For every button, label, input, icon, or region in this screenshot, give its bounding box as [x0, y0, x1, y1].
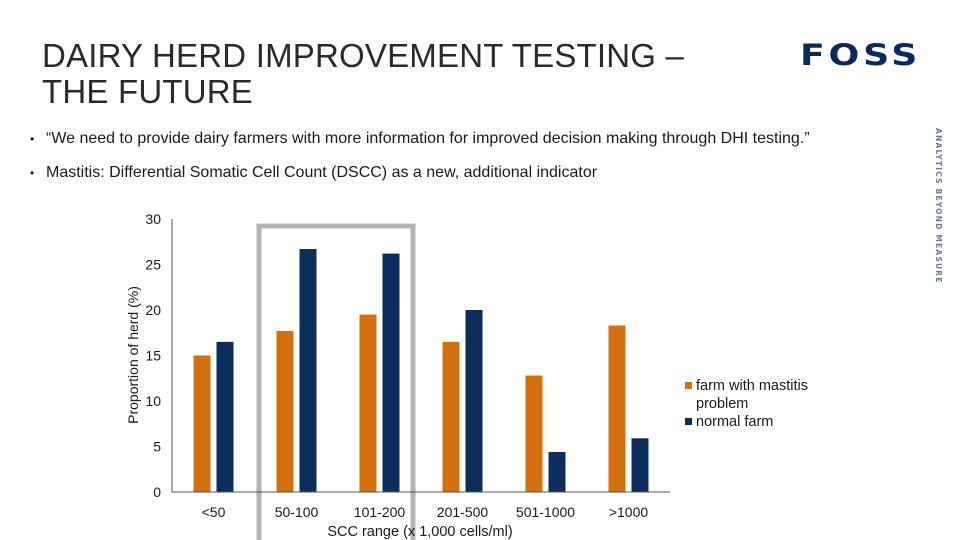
legend-item-mastitis: farm with mastitis problem — [685, 377, 835, 413]
x-tick-label: 50-100 — [275, 504, 319, 520]
bullet-item-mastitis: • Mastitis: Differential Somatic Cell Co… — [28, 164, 888, 182]
bar-mastitis-2 — [359, 314, 377, 492]
chart-legend: farm with mastitis problem normal farm — [685, 377, 835, 431]
bar-mastitis-1 — [276, 330, 294, 492]
legend-label-mastitis: farm with mastitis problem — [696, 378, 808, 412]
bar-mastitis-4 — [525, 375, 543, 492]
bar-normal-2 — [382, 253, 400, 492]
y-tick-label: 25 — [145, 257, 161, 273]
brand-tagline: ANALYTICS BEYOND MEASURE — [934, 128, 943, 284]
slide-title-line-2: THE FUTURE — [42, 73, 253, 110]
bullet-item-quote: • “We need to provide dairy farmers with… — [28, 130, 888, 148]
bullet-dot-icon: • — [30, 166, 35, 180]
highlight-box — [256, 223, 416, 540]
bar-mastitis-3 — [442, 341, 460, 492]
x-axis-label: SCC range (x 1,000 cells/ml) — [327, 524, 512, 540]
x-tick-label: 501-1000 — [516, 504, 575, 520]
axis-layer: 0 5 10 15 20 25 30 <50 50-100 101-200 201-500 501-1… — [145, 211, 670, 520]
legend-label-normal: normal farm — [696, 414, 774, 430]
x-tick-label: <50 — [202, 504, 226, 520]
highlight-layer — [256, 223, 416, 540]
y-tick-label: 10 — [145, 393, 161, 409]
bar-mastitis-0 — [193, 355, 211, 492]
legend-swatch-normal — [685, 418, 692, 425]
bullet-text: “We need to provide dairy farmers with m… — [46, 130, 810, 147]
legend-swatch-mastitis — [685, 382, 692, 389]
x-tick-label: >1000 — [609, 504, 649, 520]
bar-normal-4 — [548, 451, 566, 492]
foss-logo: FOSS — [800, 38, 922, 72]
x-tick-label: 201-500 — [437, 504, 489, 520]
bullet-text: Mastitis: Differential Somatic Cell Coun… — [46, 164, 598, 181]
bar-mastitis-5 — [608, 325, 626, 492]
legend-item-normal: normal farm — [685, 413, 835, 431]
y-tick-label: 15 — [145, 348, 161, 364]
y-tick-label: 30 — [145, 211, 161, 227]
slide-title-line-1: DAIRY HERD IMPROVEMENT TESTING – — [42, 37, 685, 74]
bars-layer — [193, 249, 649, 492]
x-tick-label: 101-200 — [354, 504, 406, 520]
bullet-dot-icon: • — [30, 132, 35, 146]
y-tick-label: 20 — [145, 302, 161, 318]
y-tick-label: 5 — [153, 439, 161, 455]
bar-normal-0 — [216, 341, 234, 492]
y-tick-label: 0 — [153, 484, 161, 500]
bullet-list: • “We need to provide dairy farmers with… — [28, 130, 888, 198]
bar-normal-5 — [631, 438, 649, 492]
y-axis-label: Proportion of herd (%) — [125, 286, 141, 424]
slide-title: DAIRY HERD IMPROVEMENT TESTING – THE FUT… — [42, 38, 782, 110]
bar-normal-1 — [299, 249, 317, 492]
bar-normal-3 — [465, 310, 483, 492]
